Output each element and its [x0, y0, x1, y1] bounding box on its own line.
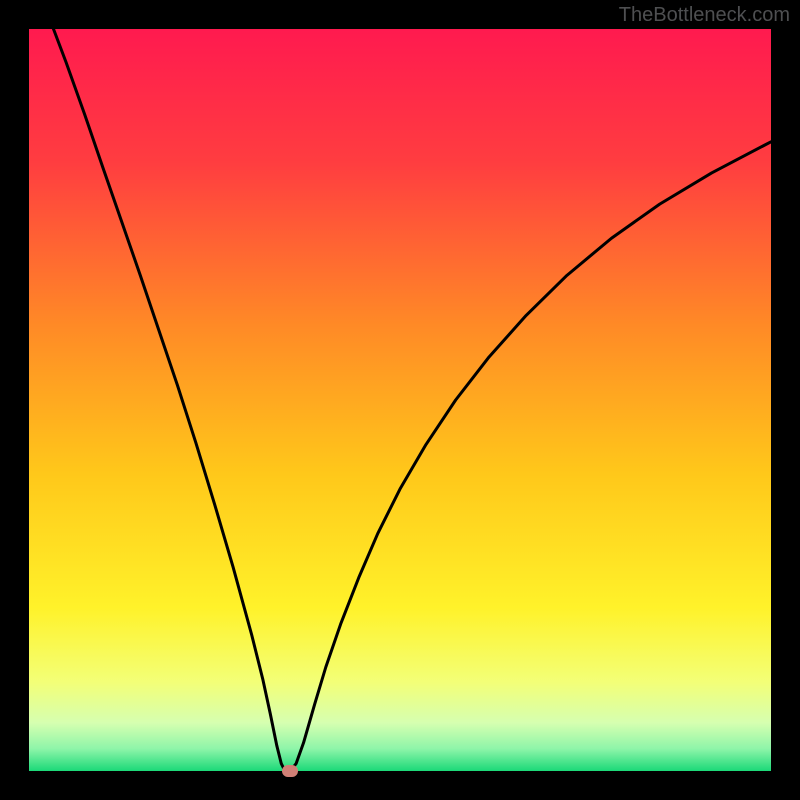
curve-layer: [0, 0, 800, 800]
bottleneck-curve: [53, 29, 771, 771]
watermark-text: TheBottleneck.com: [619, 4, 790, 27]
optimal-point-marker: [282, 765, 298, 777]
